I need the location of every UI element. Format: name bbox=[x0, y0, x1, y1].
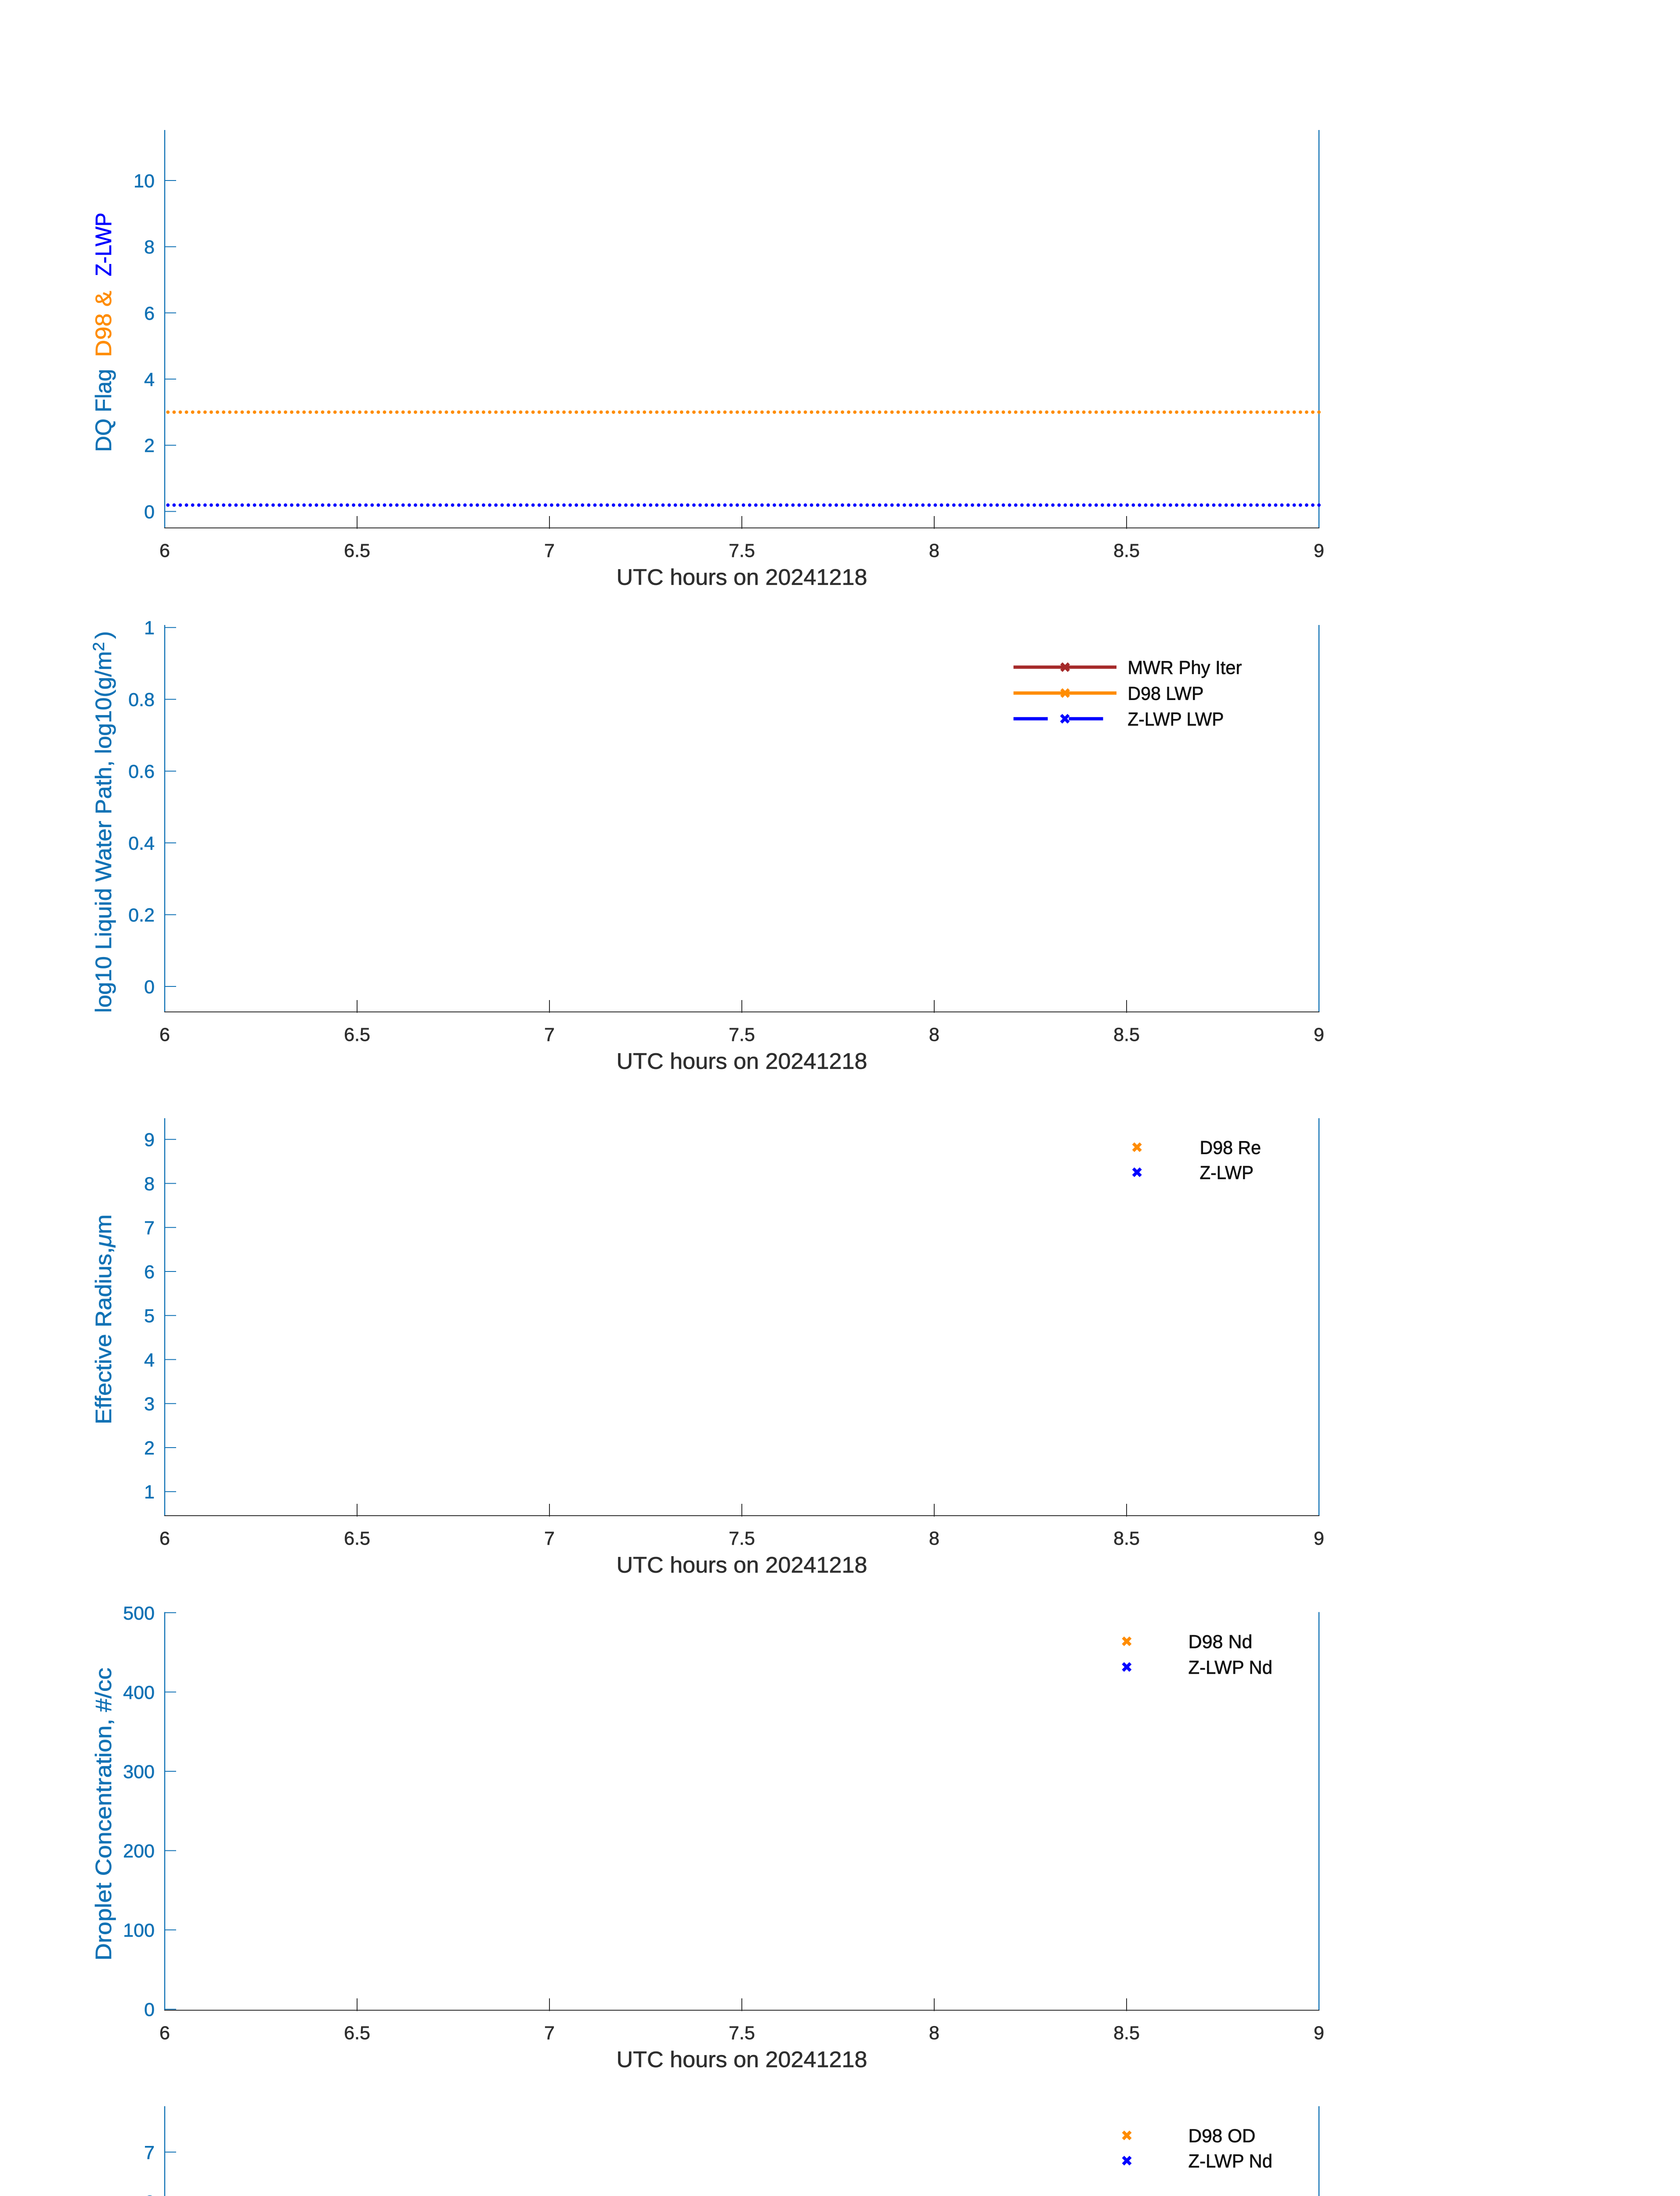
svg-text:6: 6 bbox=[144, 1261, 155, 1282]
svg-text:0.4: 0.4 bbox=[128, 833, 155, 854]
svg-text:5: 5 bbox=[144, 1306, 155, 1327]
svg-text:6.5: 6.5 bbox=[344, 540, 370, 561]
svg-text:Effective Radius,μm: Effective Radius,μm bbox=[91, 1214, 116, 1424]
svg-text:Z-LWP: Z-LWP bbox=[1200, 1162, 1254, 1183]
svg-text:9: 9 bbox=[1314, 1024, 1324, 1045]
svg-text:8: 8 bbox=[929, 540, 939, 561]
svg-text:9: 9 bbox=[144, 1130, 155, 1151]
svg-text:8.5: 8.5 bbox=[1113, 2023, 1140, 2044]
svg-text:Z-LWP Nd: Z-LWP Nd bbox=[1189, 1657, 1273, 1678]
svg-text:6: 6 bbox=[144, 2192, 155, 2196]
svg-text:D98 &: D98 & bbox=[91, 291, 116, 357]
svg-text:9: 9 bbox=[1314, 2023, 1324, 2044]
svg-text:D98 Re: D98 Re bbox=[1200, 1137, 1261, 1158]
svg-text:9: 9 bbox=[1314, 540, 1324, 561]
svg-text:100: 100 bbox=[123, 1920, 155, 1941]
svg-text:400: 400 bbox=[123, 1682, 155, 1703]
svg-text:UTC hours on 20241218: UTC hours on 20241218 bbox=[617, 1553, 867, 1578]
svg-text:UTC hours on 20241218: UTC hours on 20241218 bbox=[617, 565, 867, 590]
svg-text:6: 6 bbox=[159, 1528, 170, 1549]
svg-text:0: 0 bbox=[144, 502, 155, 523]
svg-text:7: 7 bbox=[144, 2142, 155, 2163]
svg-text:6: 6 bbox=[144, 303, 155, 324]
svg-text:9: 9 bbox=[1314, 1528, 1324, 1549]
svg-text:7: 7 bbox=[544, 2023, 555, 2044]
svg-text:7.5: 7.5 bbox=[729, 1528, 755, 1549]
svg-text:MWR Phy Iter: MWR Phy Iter bbox=[1127, 657, 1242, 678]
svg-text:2: 2 bbox=[144, 435, 155, 456]
svg-text:6: 6 bbox=[159, 1024, 170, 1045]
svg-text:Droplet Concentration, #/cc: Droplet Concentration, #/cc bbox=[91, 1668, 116, 1961]
svg-text:2: 2 bbox=[144, 1438, 155, 1459]
svg-text:8.5: 8.5 bbox=[1113, 1528, 1140, 1549]
svg-text:200: 200 bbox=[123, 1841, 155, 1862]
svg-text:0: 0 bbox=[144, 1999, 155, 2020]
svg-text:8: 8 bbox=[144, 1174, 155, 1195]
svg-text:4: 4 bbox=[144, 369, 155, 390]
svg-text:8: 8 bbox=[929, 1024, 939, 1045]
svg-text:8: 8 bbox=[144, 237, 155, 258]
svg-text:8: 8 bbox=[929, 2023, 939, 2044]
svg-text:500: 500 bbox=[123, 1603, 155, 1624]
svg-text:7: 7 bbox=[144, 1217, 155, 1239]
svg-text:0.8: 0.8 bbox=[128, 690, 155, 711]
svg-text:UTC hours on 20241218: UTC hours on 20241218 bbox=[617, 2047, 867, 2072]
svg-text:1: 1 bbox=[144, 618, 155, 639]
svg-text:10: 10 bbox=[134, 170, 155, 191]
svg-text:Z-LWP Nd: Z-LWP Nd bbox=[1189, 2151, 1273, 2172]
svg-text:log10 Liquid Water Path, log10: log10 Liquid Water Path, log10(g/m2) bbox=[90, 631, 116, 1013]
svg-text:7.5: 7.5 bbox=[729, 540, 755, 561]
svg-text:Z-LWP: Z-LWP bbox=[91, 213, 116, 276]
svg-text:7: 7 bbox=[544, 1024, 555, 1045]
svg-text:7.5: 7.5 bbox=[729, 1024, 755, 1045]
svg-text:DQ Flag: DQ Flag bbox=[91, 369, 116, 452]
svg-text:0.6: 0.6 bbox=[128, 761, 155, 782]
svg-text:D98 LWP: D98 LWP bbox=[1127, 683, 1203, 704]
svg-text:3: 3 bbox=[144, 1394, 155, 1415]
svg-text:6.5: 6.5 bbox=[344, 1528, 370, 1549]
svg-text:0: 0 bbox=[144, 976, 155, 997]
svg-text:Z-LWP LWP: Z-LWP LWP bbox=[1127, 709, 1224, 730]
svg-text:300: 300 bbox=[123, 1761, 155, 1782]
svg-text:7: 7 bbox=[544, 1528, 555, 1549]
svg-text:4: 4 bbox=[144, 1350, 155, 1371]
svg-text:6.5: 6.5 bbox=[344, 1024, 370, 1045]
svg-text:0.2: 0.2 bbox=[128, 905, 155, 926]
svg-text:7.5: 7.5 bbox=[729, 2023, 755, 2044]
svg-text:UTC hours on 20241218: UTC hours on 20241218 bbox=[617, 1049, 867, 1074]
svg-text:6: 6 bbox=[159, 540, 170, 561]
svg-text:D98 Nd: D98 Nd bbox=[1189, 1631, 1253, 1652]
svg-text:D98 OD: D98 OD bbox=[1189, 2125, 1256, 2146]
svg-text:6: 6 bbox=[159, 2023, 170, 2044]
svg-text:7: 7 bbox=[544, 540, 555, 561]
svg-text:6.5: 6.5 bbox=[344, 2023, 370, 2044]
svg-text:8.5: 8.5 bbox=[1113, 540, 1140, 561]
svg-text:1: 1 bbox=[144, 1482, 155, 1503]
svg-text:8.5: 8.5 bbox=[1113, 1024, 1140, 1045]
svg-text:8: 8 bbox=[929, 1528, 939, 1549]
